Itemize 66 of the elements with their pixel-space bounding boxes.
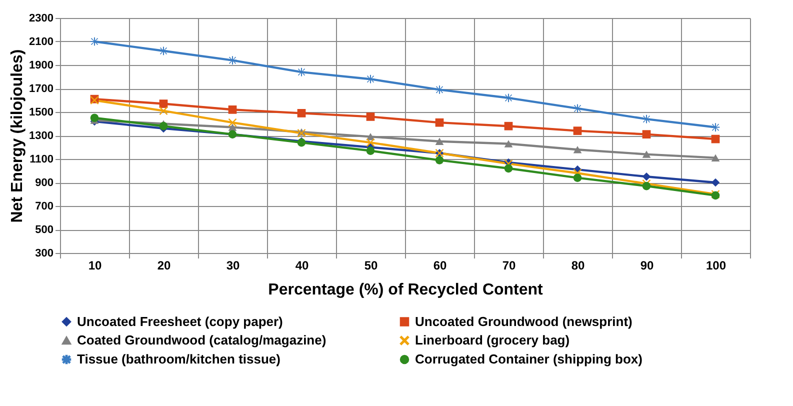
x-tick-label: 20 <box>157 258 171 272</box>
x-tick-label: 40 <box>295 258 309 272</box>
point <box>297 68 306 76</box>
legend-label: Coated Groundwood (catalog/magazine) <box>77 332 326 348</box>
point <box>573 174 582 182</box>
x-tick-label: 70 <box>502 258 516 272</box>
y-tick-label: 700 <box>35 200 54 212</box>
point <box>90 37 99 46</box>
point <box>642 172 651 181</box>
point <box>159 122 168 130</box>
point <box>228 118 237 127</box>
point <box>435 156 444 164</box>
y-tick-label: 1900 <box>29 60 54 72</box>
point <box>711 134 720 144</box>
x-tick-label: 100 <box>706 258 726 272</box>
point <box>573 104 582 113</box>
y-tick-label: 1100 <box>30 154 54 166</box>
y-axis-title: Net Energy (kilojoules) <box>9 49 26 223</box>
y-tick-label: 2300 <box>29 12 54 24</box>
point <box>366 74 375 84</box>
point <box>573 146 582 154</box>
point <box>159 46 168 56</box>
point <box>228 124 237 131</box>
point <box>711 154 720 162</box>
x-tick-label: 80 <box>571 258 585 272</box>
point <box>435 85 444 94</box>
y-tick-label: 1300 <box>29 130 54 142</box>
point <box>504 140 513 148</box>
x-tick-label: 50 <box>364 258 378 272</box>
point <box>642 150 651 158</box>
point <box>642 130 651 139</box>
y-tick-label: 1700 <box>29 83 54 95</box>
y-tick-label: 2100 <box>29 36 54 48</box>
point <box>90 114 99 122</box>
point <box>366 146 375 155</box>
point <box>642 182 651 190</box>
legend-label: Uncoated Groundwood (newsprint) <box>415 314 632 329</box>
x-tick-label: 90 <box>640 258 654 272</box>
point <box>435 118 444 127</box>
point <box>228 105 237 114</box>
y-tick-label: 500 <box>35 224 54 236</box>
y-tick-label: 1500 <box>29 106 54 118</box>
y-tick-label: 300 <box>35 248 54 260</box>
legend-label: Uncoated Freesheet (copy paper) <box>77 314 283 329</box>
point <box>228 56 237 64</box>
x-tick-label: 60 <box>433 258 447 272</box>
point <box>297 108 306 118</box>
point <box>711 123 720 132</box>
legend-label: Corrugated Container (shipping box) <box>415 352 642 366</box>
point <box>711 178 720 187</box>
point <box>366 112 375 121</box>
point <box>504 94 513 102</box>
point <box>159 100 168 108</box>
point <box>504 164 513 173</box>
point <box>435 138 444 145</box>
x-tick-label: 30 <box>226 258 240 272</box>
point <box>642 114 651 124</box>
point <box>366 138 375 147</box>
point <box>573 126 582 135</box>
legend-label: Linerboard (grocery bag) <box>415 332 570 348</box>
point <box>504 122 513 130</box>
y-tick-label: 900 <box>35 177 54 189</box>
point <box>159 106 168 116</box>
x-axis-title: Percentage (%) of Recycled Content <box>268 282 544 298</box>
x-tick-label: 10 <box>88 258 102 272</box>
legend-label: Tissue (bathroom/kitchen tissue) <box>77 352 280 366</box>
